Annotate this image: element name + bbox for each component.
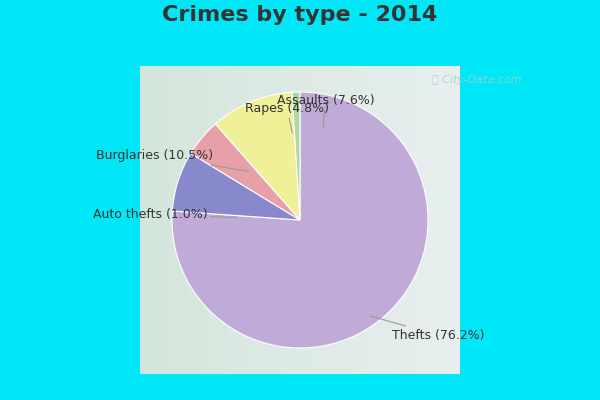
Text: Auto thefts (1.0%): Auto thefts (1.0%): [93, 208, 236, 221]
Text: Thefts (76.2%): Thefts (76.2%): [370, 316, 485, 342]
Text: ⓘ City-Data.com: ⓘ City-Data.com: [432, 75, 521, 85]
Wedge shape: [215, 92, 300, 220]
Wedge shape: [191, 124, 300, 220]
Text: Rapes (4.8%): Rapes (4.8%): [245, 102, 329, 133]
Text: Burglaries (10.5%): Burglaries (10.5%): [96, 150, 249, 171]
Text: Assaults (7.6%): Assaults (7.6%): [277, 94, 374, 128]
Wedge shape: [172, 153, 300, 220]
Wedge shape: [172, 92, 428, 348]
Title: Crimes by type - 2014: Crimes by type - 2014: [163, 4, 437, 24]
Wedge shape: [292, 92, 300, 220]
